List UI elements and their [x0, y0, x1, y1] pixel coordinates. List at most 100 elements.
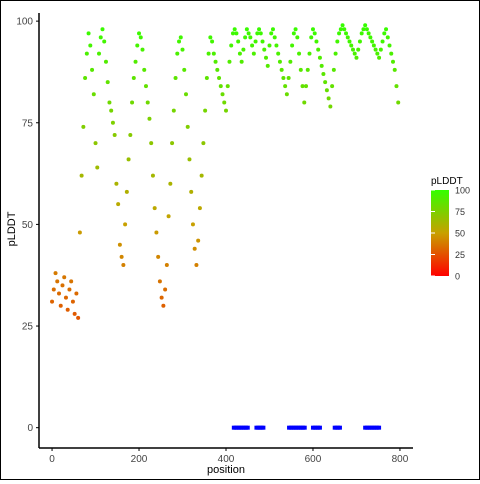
data-point [232, 27, 237, 32]
data-point [309, 35, 314, 40]
data-point [152, 206, 157, 211]
data-point [57, 291, 62, 296]
data-point [335, 39, 340, 44]
data-point [102, 39, 107, 44]
data-point [217, 76, 222, 81]
data-point [302, 100, 307, 105]
data-point [396, 100, 401, 105]
data-point [90, 67, 95, 72]
data-point [55, 279, 60, 284]
data-point [330, 84, 335, 89]
data-point [95, 165, 100, 170]
y-tick-label: 0 [27, 423, 33, 434]
data-point [321, 71, 326, 76]
data-point [86, 31, 91, 36]
data-point [147, 116, 152, 121]
data-point [211, 51, 216, 56]
data-point [258, 31, 263, 36]
data-point [328, 104, 333, 109]
data-point [171, 108, 176, 113]
data-point [166, 214, 171, 219]
data-point [197, 206, 202, 211]
data-point [63, 295, 68, 300]
data-point [182, 67, 187, 72]
data-point [237, 51, 242, 56]
data-point [333, 51, 338, 56]
data-point [187, 157, 192, 162]
data-point [297, 51, 302, 56]
y-axis-label: pLDDT [6, 211, 18, 246]
legend-tick-label: 25 [455, 250, 465, 260]
data-point [170, 141, 175, 146]
data-point [107, 100, 112, 105]
data-point [248, 35, 253, 40]
data-point [356, 47, 361, 52]
data-point [62, 275, 67, 280]
data-point [164, 263, 169, 268]
data-point [84, 51, 89, 56]
data-point [354, 55, 359, 60]
data-point [392, 67, 397, 72]
data-point [350, 47, 355, 52]
data-point [201, 141, 206, 146]
data-point [100, 27, 105, 32]
data-point [323, 80, 328, 85]
data-point [312, 31, 317, 36]
legend-title: pLDDT [431, 176, 463, 187]
x-tick-label: 0 [49, 454, 55, 465]
data-point [199, 173, 204, 178]
data-point [375, 51, 380, 56]
x-tick-label: 600 [305, 454, 322, 465]
x-tick-labels: 0 200 400 600 800 [49, 448, 409, 465]
data-point [150, 173, 155, 178]
data-point [243, 35, 248, 40]
data-point [382, 31, 387, 36]
data-point [74, 291, 79, 296]
data-point [293, 27, 298, 32]
zero-point [337, 425, 342, 430]
data-point [114, 181, 119, 186]
data-point [371, 43, 376, 48]
data-point [83, 76, 88, 81]
data-point [121, 263, 126, 268]
data-point [298, 67, 303, 72]
data-point [305, 67, 310, 72]
zero-point [245, 425, 250, 430]
data-point [215, 67, 220, 72]
data-point [227, 59, 232, 64]
zero-point [261, 425, 266, 430]
data-point [262, 47, 267, 52]
y-tick-label: 50 [22, 220, 34, 231]
data-point [352, 51, 357, 56]
data-point [51, 287, 56, 292]
data-point [192, 246, 197, 251]
data-point [81, 124, 86, 129]
data-point [373, 47, 378, 52]
data-point [361, 27, 366, 32]
legend-tick-label: 100 [455, 186, 470, 196]
data-point [284, 92, 289, 97]
data-point [291, 31, 296, 36]
data-point [338, 27, 343, 32]
data-point [183, 92, 188, 97]
data-point [175, 51, 180, 56]
data-point [267, 43, 272, 48]
data-point [347, 39, 352, 44]
data-point [279, 67, 284, 72]
data-point [385, 35, 390, 40]
legend-tick-label: 75 [455, 207, 465, 217]
data-point [154, 230, 159, 235]
data-point [359, 31, 364, 36]
data-point [265, 63, 270, 68]
data-point [300, 84, 305, 89]
data-point [177, 39, 182, 44]
data-point [357, 39, 362, 44]
data-point [270, 27, 275, 32]
data-point [210, 39, 215, 44]
data-point [180, 47, 185, 52]
data-point [281, 76, 286, 81]
data-point [218, 84, 223, 89]
data-point [310, 27, 315, 32]
data-point [97, 51, 102, 56]
